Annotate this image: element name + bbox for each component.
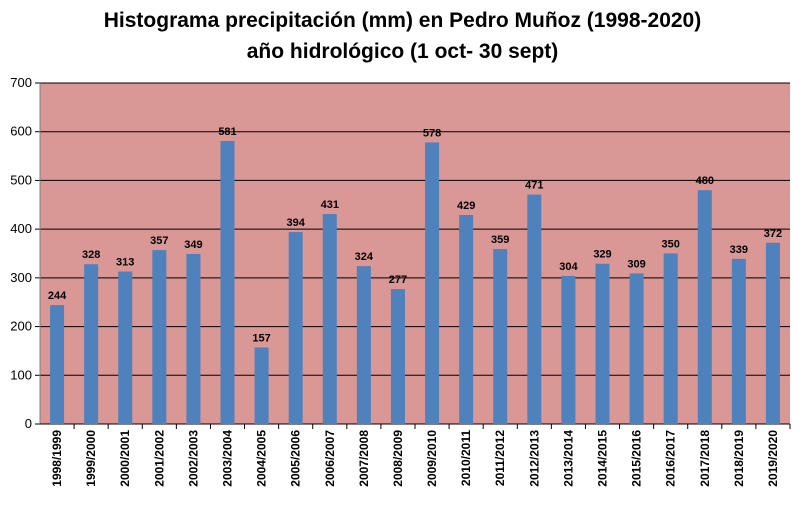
chart-subtitle: año hidrológico (1 oct- 30 sept) (246, 40, 559, 63)
x-tick-label: 2017/2018 (698, 430, 712, 487)
bar (152, 250, 167, 424)
bar (118, 271, 133, 424)
y-tick-label: 500 (10, 172, 32, 187)
bar (390, 289, 405, 424)
x-tick-label: 2007/2008 (357, 430, 371, 487)
x-tick-label: 2012/2013 (527, 430, 541, 487)
bar (254, 347, 269, 424)
bar (527, 194, 542, 424)
x-tick-label: 1999/2000 (84, 430, 98, 487)
x-tick-label: 2000/2001 (118, 430, 132, 487)
bar (731, 258, 746, 424)
data-label: 309 (627, 258, 645, 270)
x-tick-label: 2001/2002 (152, 430, 166, 487)
data-label: 304 (559, 261, 578, 273)
x-tick-label: 2019/2020 (766, 430, 780, 487)
y-tick-label: 700 (10, 75, 32, 90)
data-label: 372 (764, 228, 782, 240)
data-label: 328 (82, 249, 100, 261)
data-label: 157 (252, 333, 270, 345)
bar (356, 266, 371, 424)
bar (595, 263, 610, 424)
x-tick-label: 2015/2016 (630, 430, 644, 487)
bar (629, 273, 644, 424)
x-tick-label: 2014/2015 (596, 430, 610, 487)
bar (186, 253, 201, 424)
y-tick-label: 0 (25, 416, 32, 431)
x-tick-label: 2002/2003 (186, 430, 200, 487)
data-label: 578 (423, 127, 441, 139)
data-label: 349 (184, 239, 202, 251)
bar (561, 275, 576, 424)
data-label: 277 (389, 274, 407, 286)
data-label: 339 (730, 244, 748, 256)
data-label: 471 (525, 180, 543, 192)
data-label: 313 (116, 257, 134, 269)
bar (50, 305, 65, 424)
bar (663, 253, 678, 424)
data-label: 429 (457, 200, 475, 212)
data-label: 329 (593, 249, 611, 261)
data-label: 350 (662, 239, 680, 251)
x-tick-label: 1998/1999 (50, 430, 64, 487)
x-tick-label: 2003/2004 (221, 430, 235, 487)
x-tick-label: 2005/2006 (289, 430, 303, 487)
x-tick-label: 2010/2011 (459, 430, 473, 486)
x-tick-label: 2016/2017 (664, 430, 678, 487)
bar (493, 249, 508, 424)
y-tick-label: 600 (10, 124, 32, 139)
data-label: 581 (218, 126, 236, 138)
bar (288, 232, 303, 424)
bar (459, 215, 474, 424)
bar (220, 140, 235, 424)
bar (425, 142, 440, 424)
data-label: 357 (150, 235, 168, 247)
data-label: 480 (696, 175, 714, 187)
data-label: 244 (48, 290, 67, 302)
x-tick-label: 2011/2012 (493, 430, 507, 486)
bar (697, 190, 712, 424)
x-tick-label: 2004/2005 (255, 430, 269, 487)
chart-title: Histograma precipitación (mm) en Pedro M… (103, 9, 702, 32)
bar (765, 242, 780, 424)
y-tick-label: 300 (10, 270, 32, 285)
bar (322, 214, 337, 424)
x-tick-label: 2009/2010 (425, 430, 439, 487)
y-tick-label: 100 (10, 367, 32, 382)
x-tick-label: 2013/2014 (561, 430, 575, 487)
x-tick-label: 2006/2007 (323, 430, 337, 487)
data-label: 431 (321, 199, 339, 211)
data-label: 359 (491, 234, 509, 246)
data-label: 324 (355, 251, 374, 263)
data-label: 394 (287, 217, 306, 229)
x-tick-label: 2008/2009 (391, 430, 405, 487)
bar (84, 264, 99, 424)
y-tick-label: 400 (10, 221, 32, 236)
y-tick-label: 200 (10, 319, 32, 334)
x-tick-label: 2018/2019 (732, 430, 746, 487)
